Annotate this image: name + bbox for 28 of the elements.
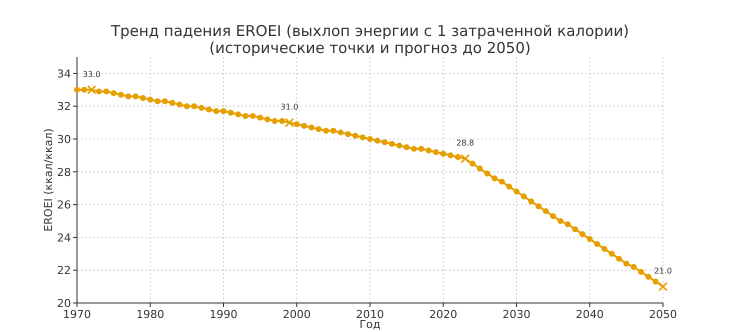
data-label: 21.0 [654, 266, 672, 276]
data-label: 28.8 [456, 138, 474, 148]
x-tick-label: 1980 [136, 308, 164, 321]
chart-title: Тренд падения EROEI (выхлоп энергии с 1 затраченной калории) (исторические точки и прогноз до 2050) [110, 22, 630, 57]
y-tick-label: 32 [57, 100, 71, 114]
point [284, 118, 294, 128]
x-axis-title: Год [359, 318, 381, 331]
point [658, 282, 668, 292]
y-tick-label: 26 [57, 198, 71, 212]
y-tick-label: 34 [57, 67, 71, 80]
x-tick-label: 2000 [282, 308, 311, 321]
x-tick-label: 2020 [429, 308, 458, 321]
data-label: 33.0 [82, 70, 101, 79]
x-tick-label: 2030 [502, 308, 530, 321]
y-tick-label: 20 [57, 297, 71, 310]
x-tick-label: 1970 [63, 308, 91, 321]
data-label: 31.0 [280, 102, 298, 112]
y-tick-label: 28 [57, 166, 71, 179]
y-tick-label: 30 [57, 133, 71, 146]
y-tick-label: 22 [57, 264, 71, 278]
x-tick-label: 2040 [576, 308, 604, 321]
x-tick-label: 1990 [210, 308, 238, 321]
x-tick-label: 2010 [356, 308, 384, 321]
point [460, 154, 470, 164]
y-tick-label: 24 [57, 231, 71, 244]
y-axis-title: EROEI (ккал/ккал) [42, 128, 55, 232]
x-tick-label: 2050 [649, 308, 677, 321]
point [87, 85, 96, 94]
